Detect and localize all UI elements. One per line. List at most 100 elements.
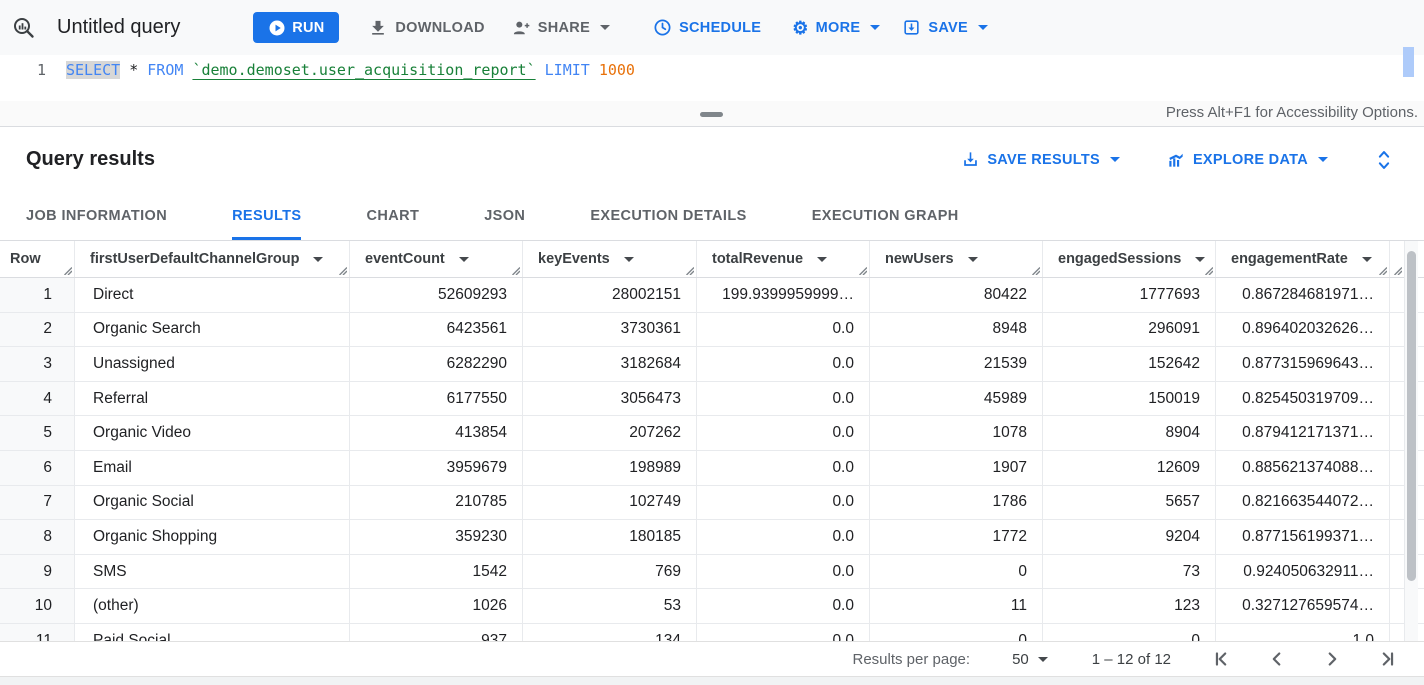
column-header-engagementRate[interactable]: engagementRate: [1216, 241, 1390, 277]
table-row: 2 Organic Search 6423561 3730361 0.0 8948 2960…: [0, 312, 1424, 348]
column-header-firstUserDefaultChannelGroup[interactable]: firstUserDefaultChannelGroup: [75, 241, 350, 277]
table-cell: 0.0: [697, 450, 870, 485]
column-resize-handle[interactable]: [684, 265, 694, 275]
column-header-keyEvents[interactable]: keyEvents: [523, 241, 697, 277]
column-resize-handle[interactable]: [1392, 265, 1402, 275]
query-results-title: Query results: [26, 148, 155, 170]
row-number-cell: 10: [0, 589, 75, 623]
table-cell: 937: [350, 623, 523, 641]
table-vertical-scrollbar[interactable]: [1404, 241, 1418, 641]
column-header-totalRevenue[interactable]: totalRevenue: [697, 241, 870, 277]
share-button[interactable]: SHARE: [511, 18, 611, 38]
tab-execution-graph[interactable]: EXECUTION GRAPH: [811, 208, 959, 224]
column-resize-handle[interactable]: [510, 265, 520, 275]
page-size-select[interactable]: 50: [1012, 651, 1048, 668]
column-resize-handle[interactable]: [1377, 265, 1387, 275]
column-resize-handle[interactable]: [337, 265, 347, 275]
tab-json[interactable]: JSON: [484, 208, 526, 224]
pagination-bar: Results per page: 50 1 – 12 of 12: [0, 641, 1424, 676]
table-header-row: Row firstUserDefaultChannelGroup eventCoun…: [0, 241, 1424, 278]
table-body: 1 Direct 52609293 28002151 199.9399959999… 80…: [0, 278, 1424, 641]
editor-scrollbar-thumb[interactable]: [1403, 47, 1414, 77]
table-row: 3 Unassigned 6282290 3182684 0.0 21539 152642 0…: [0, 347, 1424, 382]
last-page-button[interactable]: [1376, 648, 1398, 670]
download-button[interactable]: DOWNLOAD: [368, 18, 484, 38]
column-header-eventCount[interactable]: eventCount: [350, 241, 523, 277]
tab-execution-details[interactable]: EXECUTION DETAILS: [590, 208, 747, 224]
table-cell: 28002151: [523, 278, 697, 312]
query-icon: [12, 16, 36, 40]
tab-chart[interactable]: CHART: [366, 208, 420, 224]
table-cell: 1786: [870, 485, 1043, 520]
table-cell: 1078: [870, 416, 1043, 450]
sql-editor[interactable]: 1 SELECT * FROM `demo.demoset.user_acqui…: [0, 47, 1424, 101]
run-button[interactable]: RUN: [253, 12, 340, 43]
column-resize-handle[interactable]: [62, 265, 72, 275]
column-menu-icon[interactable]: [1195, 256, 1206, 262]
table-cell: 0.0: [697, 416, 870, 450]
table-cell: 198989: [523, 450, 697, 485]
table-cell: Organic Video: [75, 416, 350, 450]
table-scrollbar-thumb[interactable]: [1407, 251, 1416, 581]
column-menu-icon[interactable]: [623, 256, 634, 262]
previous-page-button[interactable]: [1266, 648, 1288, 670]
table-cell: 0.0: [697, 520, 870, 554]
row-number-cell: 7: [0, 485, 75, 520]
table-cell: Referral: [75, 381, 350, 416]
table-row: 7 Organic Social 210785 102749 0.0 1786 5657 0.…: [0, 485, 1424, 521]
sql-table-reference[interactable]: `demo.demoset.user_acquisition_report`: [192, 61, 536, 79]
table-cell: 3182684: [523, 347, 697, 381]
column-header-newUsers[interactable]: newUsers: [870, 241, 1043, 277]
column-menu-icon[interactable]: [458, 256, 469, 262]
column-resize-handle[interactable]: [1203, 265, 1213, 275]
column-header-engagedSessions[interactable]: engagedSessions: [1043, 241, 1216, 277]
table-cell: 9204: [1043, 520, 1216, 554]
table-cell: 1542: [350, 554, 523, 589]
chevron-down-icon: [1037, 656, 1048, 662]
table-row: 10 (other) 1026 53 0.0 11 123 0.327127659574…: [0, 589, 1424, 624]
pager-controls: [1211, 648, 1398, 670]
explore-data-button[interactable]: EXPLORE DATA: [1166, 150, 1328, 170]
table-cell: 80422: [870, 278, 1043, 312]
column-menu-icon[interactable]: [1361, 256, 1372, 262]
row-number-cell: 9: [0, 554, 75, 589]
column-header-Row[interactable]: Row: [0, 241, 75, 277]
column-resize-handle[interactable]: [1030, 265, 1040, 275]
next-page-button[interactable]: [1321, 648, 1343, 670]
column-menu-icon[interactable]: [967, 256, 978, 262]
table-cell: 3959679: [350, 450, 523, 485]
table-row: 4 Referral 6177550 3056473 0.0 45989 150019 0.8…: [0, 381, 1424, 417]
table-cell: 21539: [870, 347, 1043, 381]
chevron-down-icon: [870, 25, 881, 30]
column-menu-icon[interactable]: [817, 256, 828, 262]
table-cell: 210785: [350, 485, 523, 520]
table-row: 5 Organic Video 413854 207262 0.0 1078 8904 0.8…: [0, 416, 1424, 451]
table-cell: 0.877315969643…: [1216, 347, 1390, 381]
tab-results[interactable]: RESULTS: [232, 192, 302, 240]
results-tabs: JOB INFORMATION RESULTS CHART JSON EXECUTION…: [0, 192, 1424, 241]
sql-star: *: [129, 61, 139, 79]
column-menu-icon[interactable]: [313, 256, 324, 262]
table-cell: 45989: [870, 381, 1043, 416]
table-cell: Unassigned: [75, 347, 350, 381]
table-cell: 1907: [870, 450, 1043, 485]
save-results-button[interactable]: SAVE RESULTS: [961, 150, 1120, 169]
table-cell: 0.825450319709…: [1216, 381, 1390, 416]
more-button[interactable]: ⚙ MORE: [792, 19, 881, 37]
table-row: 1 Direct 52609293 28002151 199.9399959999… 80…: [0, 278, 1424, 313]
first-page-button[interactable]: [1211, 648, 1233, 670]
table-cell: 152642: [1043, 347, 1216, 381]
schedule-button[interactable]: SCHEDULE: [653, 18, 761, 37]
bottom-strip: [0, 676, 1424, 685]
clock-icon: [653, 18, 672, 37]
query-title: Untitled query: [57, 16, 181, 38]
table-cell: Organic Social: [75, 485, 350, 520]
sql-keyword-select: SELECT: [66, 61, 121, 79]
collapse-results-button[interactable]: [1374, 148, 1394, 172]
save-button[interactable]: SAVE: [902, 18, 988, 37]
splitter-drag-handle[interactable]: [700, 112, 723, 117]
sql-code-line[interactable]: SELECT * FROM `demo.demoset.user_acquisi…: [66, 61, 635, 79]
accessibility-hint: Press Alt+F1 for Accessibility Options.: [1165, 104, 1418, 121]
column-resize-handle[interactable]: [857, 265, 867, 275]
tab-job-information[interactable]: JOB INFORMATION: [26, 208, 168, 224]
